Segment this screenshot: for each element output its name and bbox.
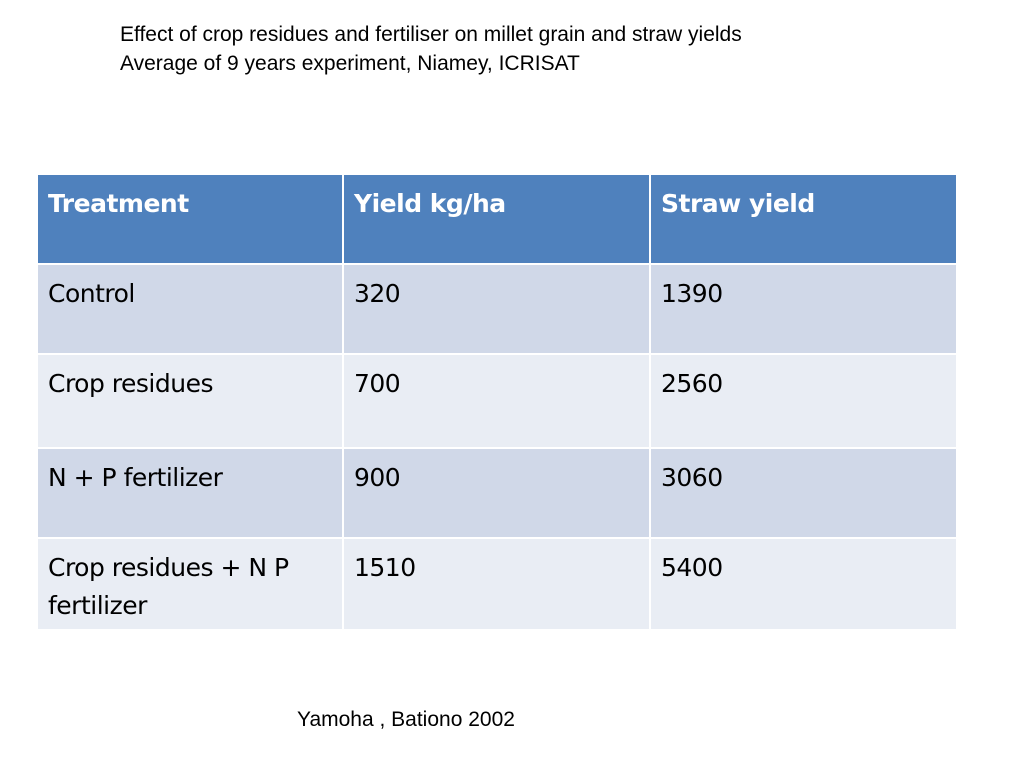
cell-treatment: N + P fertilizer	[36, 447, 344, 539]
cell-straw-yield: 5400	[649, 537, 958, 631]
cell-straw-yield: 2560	[649, 353, 958, 449]
table-row: Crop residues 700 2560	[36, 353, 958, 449]
title-line-2: Average of 9 years experiment, Niamey, I…	[120, 52, 580, 75]
table-header-row: Treatment Yield kg/ha Straw yield	[36, 173, 958, 265]
cell-yield: 320	[342, 263, 651, 355]
table-row: N + P fertilizer 900 3060	[36, 447, 958, 539]
yield-table: Treatment Yield kg/ha Straw yield Contro…	[36, 173, 958, 631]
table-row: Crop residues + N P fertilizer 1510 5400	[36, 537, 958, 631]
cell-treatment: Crop residues	[36, 353, 344, 449]
cell-treatment: Control	[36, 263, 344, 355]
header-treatment: Treatment	[36, 173, 344, 265]
header-straw-yield: Straw yield	[649, 173, 958, 265]
citation: Yamoha , Bationo 2002	[297, 708, 515, 731]
header-yield: Yield kg/ha	[342, 173, 651, 265]
slide-title: Effect of crop residues and fertiliser o…	[120, 20, 742, 78]
cell-treatment: Crop residues + N P fertilizer	[36, 537, 344, 631]
cell-straw-yield: 3060	[649, 447, 958, 539]
cell-yield: 1510	[342, 537, 651, 631]
cell-yield: 700	[342, 353, 651, 449]
cell-yield: 900	[342, 447, 651, 539]
title-line-1: Effect of crop residues and fertiliser o…	[120, 23, 742, 46]
table-row: Control 320 1390	[36, 263, 958, 355]
cell-straw-yield: 1390	[649, 263, 958, 355]
